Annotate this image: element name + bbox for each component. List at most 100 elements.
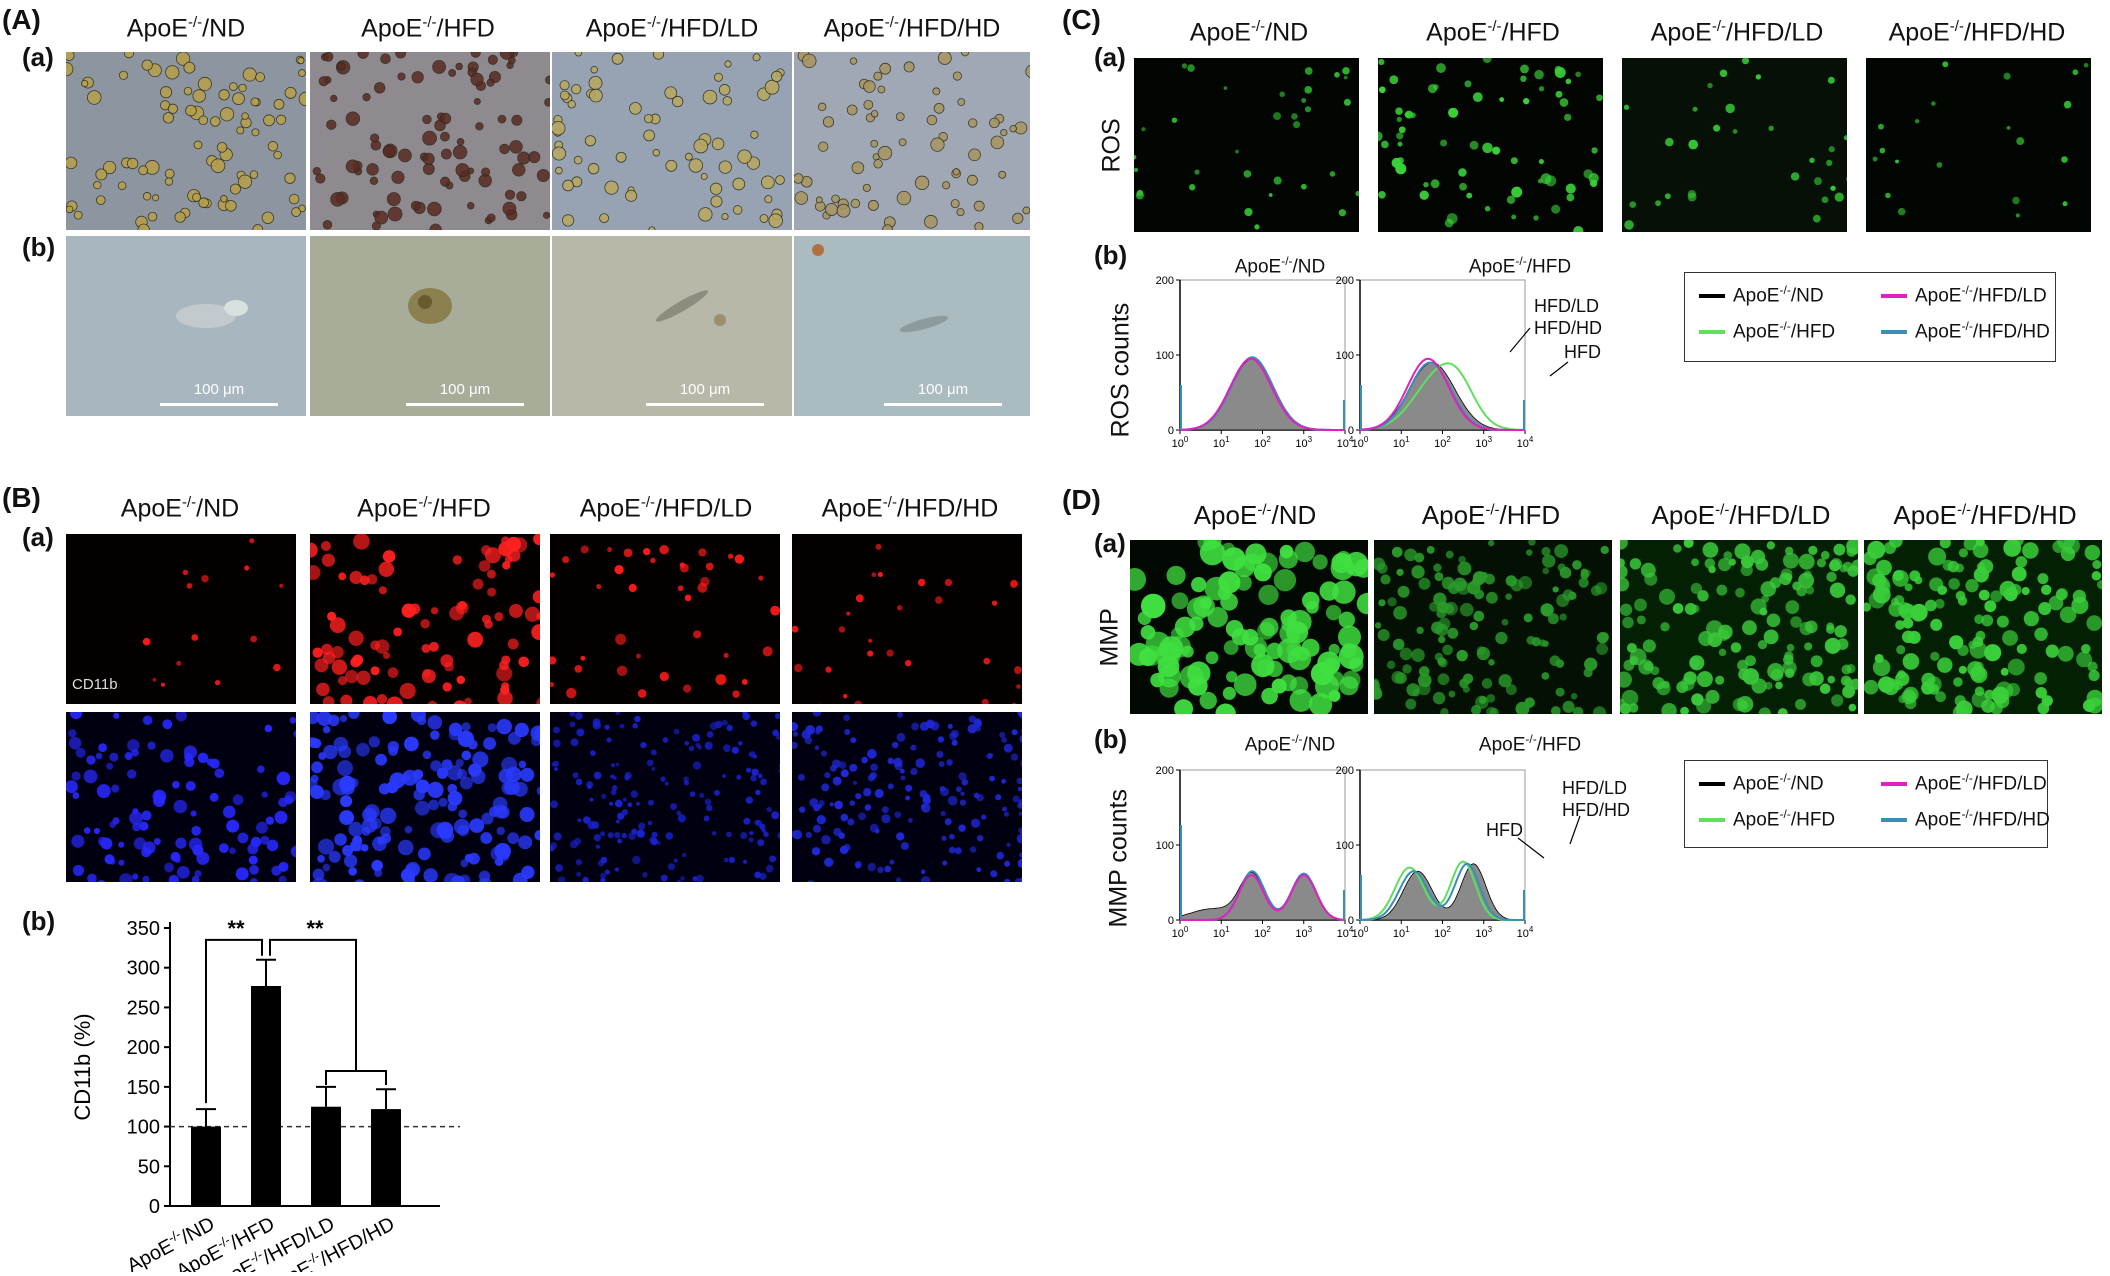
hist-xtick-4: 104	[1337, 435, 1354, 450]
hist-ytick-200: 200	[1156, 275, 1174, 287]
column-title-4: ApoE-/-/HFD/HD	[1893, 500, 2077, 530]
hist-xtick-0: 100	[1352, 925, 1369, 940]
bar-1	[191, 1126, 221, 1206]
hist-xtick-3: 103	[1475, 435, 1492, 450]
mmp-hist-title-hfd: ApoE-/-/HFD	[1478, 732, 1582, 756]
hist-ytick-0: 0	[1348, 425, 1354, 437]
hist-line-1-2	[1180, 873, 1346, 921]
legend-item-2: ApoE-/-/HFD/LD	[1881, 771, 2047, 795]
column-title-3: ApoE-/-/HFD/LD	[1650, 18, 1824, 47]
micrograph-b-hfd-ld	[552, 236, 792, 416]
column-title-1: ApoE-/-/ND	[1189, 18, 1309, 47]
y-tick-label-50: 50	[138, 1156, 160, 1178]
hist-xtick-2: 102	[1254, 925, 1271, 940]
hist-ytick-200: 200	[1156, 765, 1174, 777]
hist-ytick-0: 0	[1168, 425, 1174, 437]
panel-d-sub-b: (b)	[1094, 724, 1128, 754]
panel-d-sub-a: (a)	[1094, 528, 1126, 558]
sig-label-2: **	[306, 916, 324, 941]
fluor-cd11b-hfd-hd	[792, 534, 1022, 704]
hist-ytick-200: 200	[1336, 765, 1354, 777]
hist-xtick-4: 104	[1517, 925, 1534, 940]
mmp-legend: ApoE-/-/ND ApoE-/-/HFD/LD ApoE-/-/HFD ApoE-…	[1684, 760, 2050, 848]
column-title-4: ApoE-/-/HFD/HD	[821, 494, 999, 523]
legend-swatch-1	[1699, 782, 1725, 787]
scale-label-a4: 100 μm	[917, 381, 969, 398]
hist-xtick-1: 101	[1393, 435, 1410, 450]
panel-c-sub-a: (a)	[1094, 42, 1126, 72]
bar-4	[371, 1109, 401, 1206]
stain-label-cd11b: CD11b	[72, 676, 118, 693]
hist-xtick-1: 101	[1213, 435, 1230, 450]
legend-item-1: ApoE-/-/ND	[1699, 283, 1824, 307]
column-title-3: ApoE-/-/HFD/LD	[1651, 500, 1831, 530]
hist-xtick-4: 104	[1337, 925, 1354, 940]
ros-annot-hfd-ld: HFD/LD	[1534, 296, 1600, 316]
mmp-annot-hfd-hd: HFD/HD	[1562, 800, 1630, 820]
micrograph-a-hfd	[310, 52, 550, 230]
mmp-annot-hfd-ld: HFD/LD	[1562, 778, 1628, 798]
legend-swatch-4	[1881, 818, 1907, 823]
bar-3	[311, 1106, 341, 1206]
hist-xtick-1: 101	[1213, 925, 1230, 940]
fluor-dapi-hfd-hd	[792, 712, 1022, 882]
column-title-4: ApoE-/-/HFD/HD	[823, 14, 1001, 43]
ros-image-nd	[1134, 58, 1359, 232]
hist-xtick-2: 102	[1254, 435, 1271, 450]
bar-2	[251, 985, 281, 1206]
ros-hist-title-nd: ApoE-/-/ND	[1234, 254, 1326, 278]
hist-xtick-3: 103	[1295, 435, 1312, 450]
sig-bracket-1	[205, 938, 263, 1104]
legend-item-3: ApoE-/-/HFD	[1699, 319, 1835, 343]
panel-b-label: (B)	[2, 482, 41, 513]
ros-annot-hfd: HFD	[1564, 342, 1601, 362]
legend-swatch-3	[1699, 330, 1725, 335]
panel-a-sub-a: (a)	[22, 42, 54, 72]
hist-xtick-2: 102	[1434, 435, 1451, 450]
mmp-image-hfd-ld	[1620, 540, 1858, 714]
hist-xtick-0: 100	[1172, 435, 1189, 450]
y-axis-label: CD11b (%)	[70, 1013, 95, 1120]
hist-line-2-3	[1359, 357, 1525, 431]
hist-frame-2	[1359, 769, 1526, 921]
column-title-2: ApoE-/-/HFD	[357, 494, 491, 523]
y-tick-label-100: 100	[127, 1117, 160, 1139]
panel-b-sub-a: (a)	[22, 522, 54, 552]
fluor-cd11b-nd	[66, 534, 296, 704]
micrograph-b-hfd	[310, 236, 550, 416]
legend-swatch-2	[1881, 294, 1907, 299]
y-tick-label-150: 150	[127, 1077, 160, 1099]
hist-xtick-1: 101	[1393, 925, 1410, 940]
ros-hist-title-hfd: ApoE-/-/HFD	[1468, 254, 1572, 278]
sig-bracket-3	[325, 1069, 387, 1085]
micrograph-b-nd	[66, 236, 306, 416]
scale-label-a1: 100 μm	[193, 381, 245, 398]
mmp-image-nd	[1130, 540, 1368, 714]
column-title-2: ApoE-/-/HFD	[1421, 500, 1561, 530]
hist-ytick-0: 0	[1348, 915, 1354, 927]
hist-xtick-4: 104	[1517, 435, 1534, 450]
fluor-cd11b-hfd-ld	[550, 534, 780, 704]
ros-image-hfd-hd	[1866, 58, 2091, 232]
hist-xtick-3: 103	[1295, 925, 1312, 940]
fluor-dapi-hfd	[310, 712, 540, 882]
scale-label-a3: 100 μm	[679, 381, 731, 398]
column-title-1: ApoE-/-/ND	[120, 494, 240, 523]
column-title-1: ApoE-/-/ND	[126, 14, 246, 43]
column-title-4: ApoE-/-/HFD/HD	[1888, 18, 2066, 47]
scale-bar-a3	[646, 403, 764, 406]
hist-ytick-100: 100	[1336, 350, 1354, 362]
y-tick-label-0: 0	[149, 1196, 160, 1218]
hist-fill-2	[1360, 863, 1525, 921]
hist-xtick-0: 100	[1352, 435, 1369, 450]
panel-a-sub-b: (b)	[22, 232, 56, 262]
panel-b-sub-b: (b)	[22, 906, 56, 936]
panel-c-sub-b: (b)	[1094, 240, 1128, 270]
panel-a-label: (A)	[2, 4, 41, 35]
legend-item-3: ApoE-/-/HFD	[1699, 807, 1835, 831]
hist-fill-1	[1179, 872, 1346, 921]
legend-swatch-4	[1881, 330, 1907, 335]
panel-d-label: (D)	[1062, 484, 1101, 515]
